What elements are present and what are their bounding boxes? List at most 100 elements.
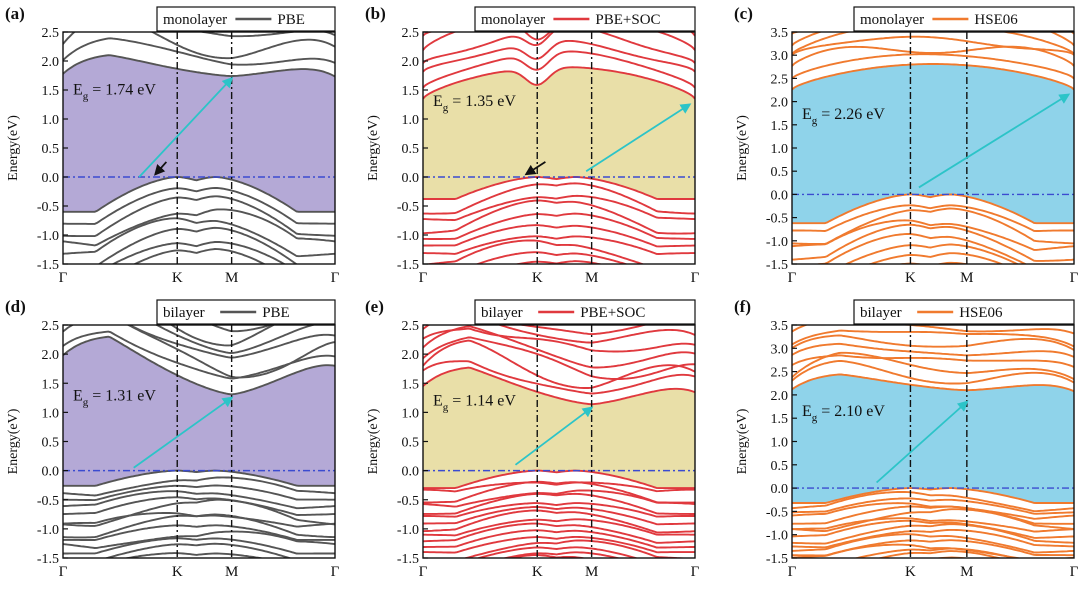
bandgap-label: Eg = 2.10 eV [802,403,885,424]
valence-band [792,491,1074,513]
k-point-label: Γ [59,564,68,580]
legend-method: PBE+SOC [580,305,645,321]
y-axis-label: Energy(eV) [6,115,21,181]
y-tick-label: 1.5 [771,412,789,427]
bandgap-value: = 1.31 eV [88,387,156,404]
k-point-label: M [960,564,973,580]
y-tick-label: 2.0 [771,96,789,111]
panel-d: -1.5 -1.0 -0.5 0.0 0.5 1.0 1.5 2.0 2.5 Energy(eV)… [5,252,340,580]
valence-band [792,519,1074,539]
conduction-band [792,354,1074,368]
k-point-label: M [225,270,238,286]
valence-band [792,497,1074,515]
valence-band [423,212,695,240]
legend-layer: bilayer [860,305,902,321]
valence-band [423,502,695,518]
bandgap-value: = 1.35 eV [448,93,516,110]
conduction-band [792,53,1074,80]
legend-method: HSE06 [959,305,1003,321]
conduction-band [169,325,276,347]
y-tick-label: 0.5 [42,142,60,157]
y-tick-label: -0.5 [397,200,419,215]
y-axis-label: Energy(eV) [735,408,750,474]
y-tick-label: -1.5 [37,258,59,273]
valence-band [792,505,1074,525]
k-point-label: Γ [331,270,340,286]
valence-band [423,182,695,215]
bandgap-label: Eg = 1.31 eV [73,387,156,408]
bandgap-subscript: g [812,115,818,127]
k-point-label: M [960,270,973,286]
bandgap-subscript: g [83,396,89,408]
legend-layer: monolayer [163,12,227,28]
y-tick-label: 2.5 [42,26,60,41]
valence-band [423,235,695,255]
bandgap-label: Eg = 1.14 eV [433,392,516,413]
valence-band [63,484,335,502]
panel-label: (c) [734,4,753,23]
conduction-band [792,342,1074,358]
valence-band [63,217,335,258]
valence-band [97,226,305,264]
conduction-band [423,325,695,344]
valence-band [423,509,695,534]
y-tick-label: -0.5 [766,505,788,520]
y-tick-label: 3.5 [771,319,789,334]
gap-transition-arrow [514,406,594,466]
gap-transition-arrow [133,396,234,469]
y-tick-label: -1.0 [37,523,59,538]
conduction-band [63,54,335,78]
conduction-band [63,335,335,396]
valence-band [906,556,972,558]
conduction-band [792,258,1074,280]
y-tick-label: 1.5 [771,119,789,134]
valence-band [63,524,335,541]
k-point-label: Γ [788,270,797,286]
y-tick-label: 3.5 [771,26,789,41]
k-point-label: K [532,270,543,286]
y-tick-label: 2.5 [771,366,789,381]
y-tick-label: -1.5 [766,552,788,567]
conduction-band [792,35,1074,56]
valence-band [63,469,335,487]
conduction-band [423,257,695,289]
y-tick-label: 1.0 [771,142,789,157]
valence-band [792,487,1074,504]
y-tick-label: -1.0 [37,229,59,244]
y-tick-label: 0.0 [771,188,789,203]
conduction-band [517,325,648,336]
y-tick-label: 0.0 [402,171,420,186]
k-point-label: Γ [1070,270,1079,286]
band-lines [63,32,335,264]
conduction-band [63,252,335,299]
y-tick-label: 2.0 [402,348,420,363]
panel-label: (b) [365,4,386,23]
bandgap-value: = 1.14 eV [448,392,516,409]
conduction-band [63,325,335,379]
panel-c: -1.5 -1.0 -0.5 0.0 0.5 1.0 1.5 2.0 2.5 3.0 3.5 Ener… [734,4,1079,286]
valence-band [423,529,695,549]
bandgap-shading [63,336,335,486]
y-tick-label: 1.5 [402,377,420,392]
y-tick-label: 1.0 [42,113,60,128]
valence-band [423,481,695,493]
y-tick-label: 0.0 [42,171,60,186]
valence-band [111,240,286,264]
valence-band [122,552,266,558]
y-axis-label: Energy(eV) [735,115,750,181]
y-tick-label: -1.5 [397,552,419,567]
valence-band [867,252,1005,264]
valence-band [792,523,1074,545]
y-tick-label: -1.5 [37,552,59,567]
y-tick-label: 1.5 [42,377,60,392]
valence-band [423,469,695,490]
k-point-label: Γ [691,564,700,580]
k-point-label: Γ [331,564,340,580]
conduction-band [154,325,317,354]
valence-band [423,522,695,544]
y-tick-label: 2.5 [42,319,60,334]
y-tick-label: 3.0 [771,49,789,64]
y-tick-label: -1.0 [766,529,788,544]
bandgap-subscript: g [443,401,449,413]
